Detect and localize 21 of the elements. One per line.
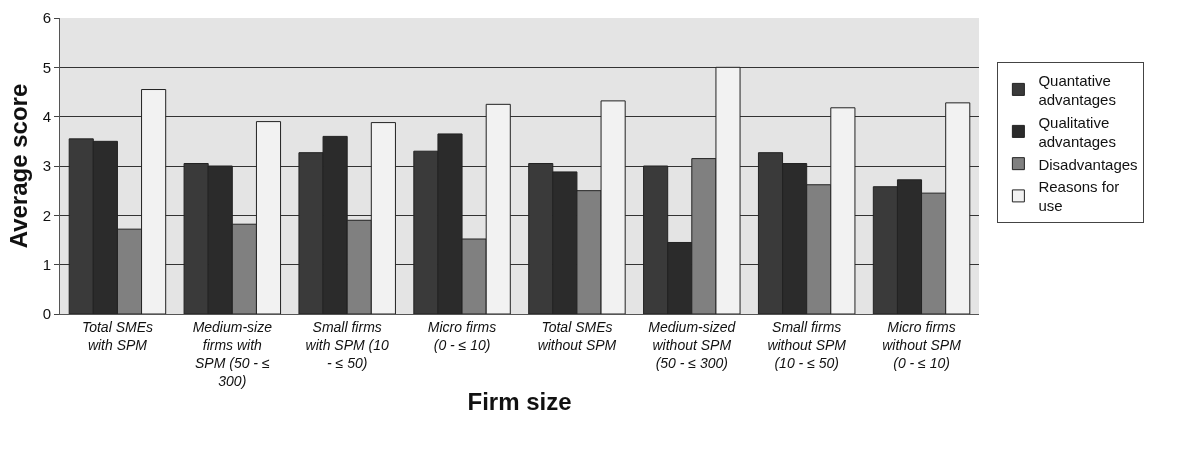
- x-tick-label: Total SMEs with SPM: [81, 318, 153, 353]
- legend-label: Quantative advantages: [1038, 71, 1116, 108]
- y-tick-label: 2: [42, 206, 51, 224]
- y-tick-label: 6: [42, 9, 51, 27]
- x-tick-label: Micro firms (0 - ≤ 10): [427, 318, 497, 353]
- x-tick-label: Micro firms without SPM (0 - ≤ 10): [882, 318, 962, 372]
- y-tick-label: 4: [42, 107, 51, 125]
- legend-label: Qualitative advantages: [1038, 113, 1116, 150]
- y-tick-label: 0: [42, 305, 51, 323]
- x-tick-label: Total SMEs without SPM: [537, 318, 617, 353]
- x-axis-title: Firm size: [467, 387, 572, 415]
- x-tick-label: Medium-sized without SPM (50 - ≤ 300): [648, 318, 737, 372]
- y-tick-label: 1: [42, 255, 51, 273]
- y-tick-label: 3: [42, 157, 51, 175]
- x-tick-label: Small firms without SPM (10 - ≤ 50): [767, 318, 847, 372]
- x-tick-label: Medium-size firms with SPM (50 - ≤ 300): [192, 318, 273, 390]
- legend-label: Disadvantages: [1038, 155, 1138, 173]
- x-tick-label: Small firms with SPM (10 - ≤ 50): [305, 318, 390, 372]
- y-tick-label: 5: [42, 58, 51, 76]
- legend-label: Reasons for use: [1038, 178, 1120, 215]
- y-axis-title: Average score: [4, 83, 32, 249]
